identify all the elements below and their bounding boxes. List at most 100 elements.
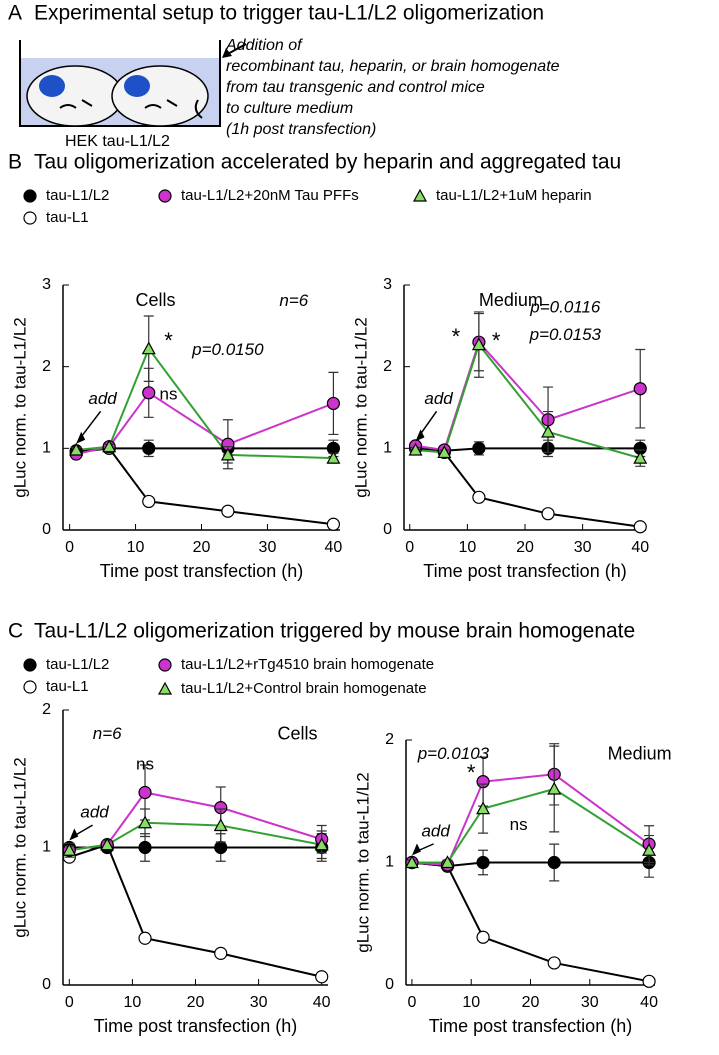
y-tick-label: 2 <box>42 701 51 718</box>
x-tick-label: 20 <box>516 539 534 556</box>
x-axis-label: Time post transfection (h) <box>429 1016 632 1036</box>
x-tick-label: 40 <box>631 539 649 556</box>
y-tick-label: 0 <box>385 976 394 993</box>
marker <box>476 855 490 870</box>
legend-marker <box>158 189 172 203</box>
annotation: add <box>424 389 453 408</box>
annotation: ns <box>160 385 178 404</box>
legend-label: tau-L1 <box>46 678 89 695</box>
y-axis-label: gLuc norm. to tau-L1/L2 <box>10 757 29 938</box>
dish <box>19 40 221 127</box>
annotation: ns <box>510 815 528 834</box>
series-line <box>68 843 322 978</box>
panel-title: Tau-L1/L2 oligomerization triggered by m… <box>34 620 635 643</box>
annotation: * <box>452 324 461 349</box>
annotation: p=0.0116 <box>529 297 601 316</box>
annotation: p=0.0153 <box>529 325 602 344</box>
marker <box>221 504 235 518</box>
marker <box>214 946 228 960</box>
x-tick-label: 20 <box>522 994 540 1011</box>
marker <box>315 970 329 984</box>
marker <box>138 785 152 800</box>
legend-label: tau-L1/L2+Control brain homogenate <box>181 680 427 697</box>
y-tick-label: 0 <box>42 976 51 993</box>
annotation: * <box>164 328 173 353</box>
x-tick-label: 0 <box>407 994 416 1011</box>
x-tick-label: 30 <box>574 539 592 556</box>
legend-marker <box>158 658 172 672</box>
marker <box>62 842 77 856</box>
legend-marker <box>23 211 37 225</box>
y-tick-label: 2 <box>383 358 392 375</box>
x-tick-label: 40 <box>313 994 331 1011</box>
marker <box>541 507 555 521</box>
cell <box>26 65 124 127</box>
add-arrowhead <box>411 843 421 856</box>
x-tick-label: 10 <box>458 539 476 556</box>
y-tick-label: 1 <box>385 854 394 871</box>
note-line: recombinant tau, heparin, or brain homog… <box>226 58 560 75</box>
series-line <box>415 447 641 528</box>
marker <box>547 855 561 870</box>
add-arrowhead <box>76 431 86 444</box>
annotation: * <box>467 760 476 785</box>
marker <box>100 837 115 851</box>
add-arrowhead <box>415 429 425 442</box>
series-line <box>411 773 650 866</box>
marker <box>220 447 235 461</box>
marker <box>541 424 556 438</box>
x-axis-label: Time post transfection (h) <box>100 561 303 581</box>
legend-label: tau-L1 <box>46 209 89 226</box>
chart-title: Cells <box>278 724 318 744</box>
y-tick-label: 2 <box>385 731 394 748</box>
protein <box>59 99 203 119</box>
marker <box>326 517 341 531</box>
x-tick-label: 40 <box>640 994 658 1011</box>
legend-marker <box>23 658 37 672</box>
x-tick-label: 30 <box>581 994 599 1011</box>
legend-marker <box>23 189 37 203</box>
marker <box>213 818 228 832</box>
legend-label: tau-L1/L2+20nM Tau PFFs <box>181 187 359 204</box>
chart-title: Cells <box>136 290 176 310</box>
y-tick-label: 3 <box>42 276 51 293</box>
nucleus <box>39 75 65 97</box>
y-tick-label: 3 <box>383 276 392 293</box>
x-axis-label: Time post transfection (h) <box>423 561 626 581</box>
marker <box>326 450 341 464</box>
series-line <box>411 861 650 983</box>
note-line: from tau transgenic and control mice <box>226 79 485 96</box>
annotation: p=0.0150 <box>191 340 264 359</box>
marker <box>141 341 156 355</box>
y-tick-label: 1 <box>42 839 51 856</box>
y-tick-label: 0 <box>42 521 51 538</box>
annotation: * <box>492 328 501 353</box>
legend-marker <box>412 188 428 202</box>
note-line: (1h post transfection) <box>226 121 376 138</box>
marker <box>633 520 647 534</box>
chart-title: Medium <box>608 743 672 763</box>
x-tick-label: 20 <box>187 994 205 1011</box>
panel-title: Tau oligomerization accelerated by hepar… <box>34 151 621 174</box>
cell-label: HEK tau-L1/L2 <box>65 133 170 150</box>
marker <box>472 441 486 455</box>
legend-label: tau-L1/L2+1uM heparin <box>436 187 592 204</box>
x-tick-label: 10 <box>462 994 480 1011</box>
annotation: n=6 <box>279 291 308 310</box>
add-arrowhead <box>69 828 79 841</box>
panel-label: A <box>8 2 22 25</box>
marker <box>138 931 152 945</box>
x-tick-label: 30 <box>259 539 277 556</box>
y-tick-label: 1 <box>42 440 51 457</box>
marker <box>214 840 228 855</box>
annotation: p=0.0103 <box>417 744 490 763</box>
x-tick-label: 0 <box>65 539 74 556</box>
annotation: add <box>421 821 450 840</box>
y-axis-label: gLuc norm. to tau-L1/L2 <box>10 317 29 498</box>
marker <box>326 396 341 411</box>
y-axis-label: gLuc norm. to tau-L1/L2 <box>353 772 372 953</box>
legend-label: tau-L1/L2+rTg4510 brain homogenate <box>181 656 434 673</box>
legend-marker <box>157 681 173 695</box>
marker <box>642 842 657 856</box>
